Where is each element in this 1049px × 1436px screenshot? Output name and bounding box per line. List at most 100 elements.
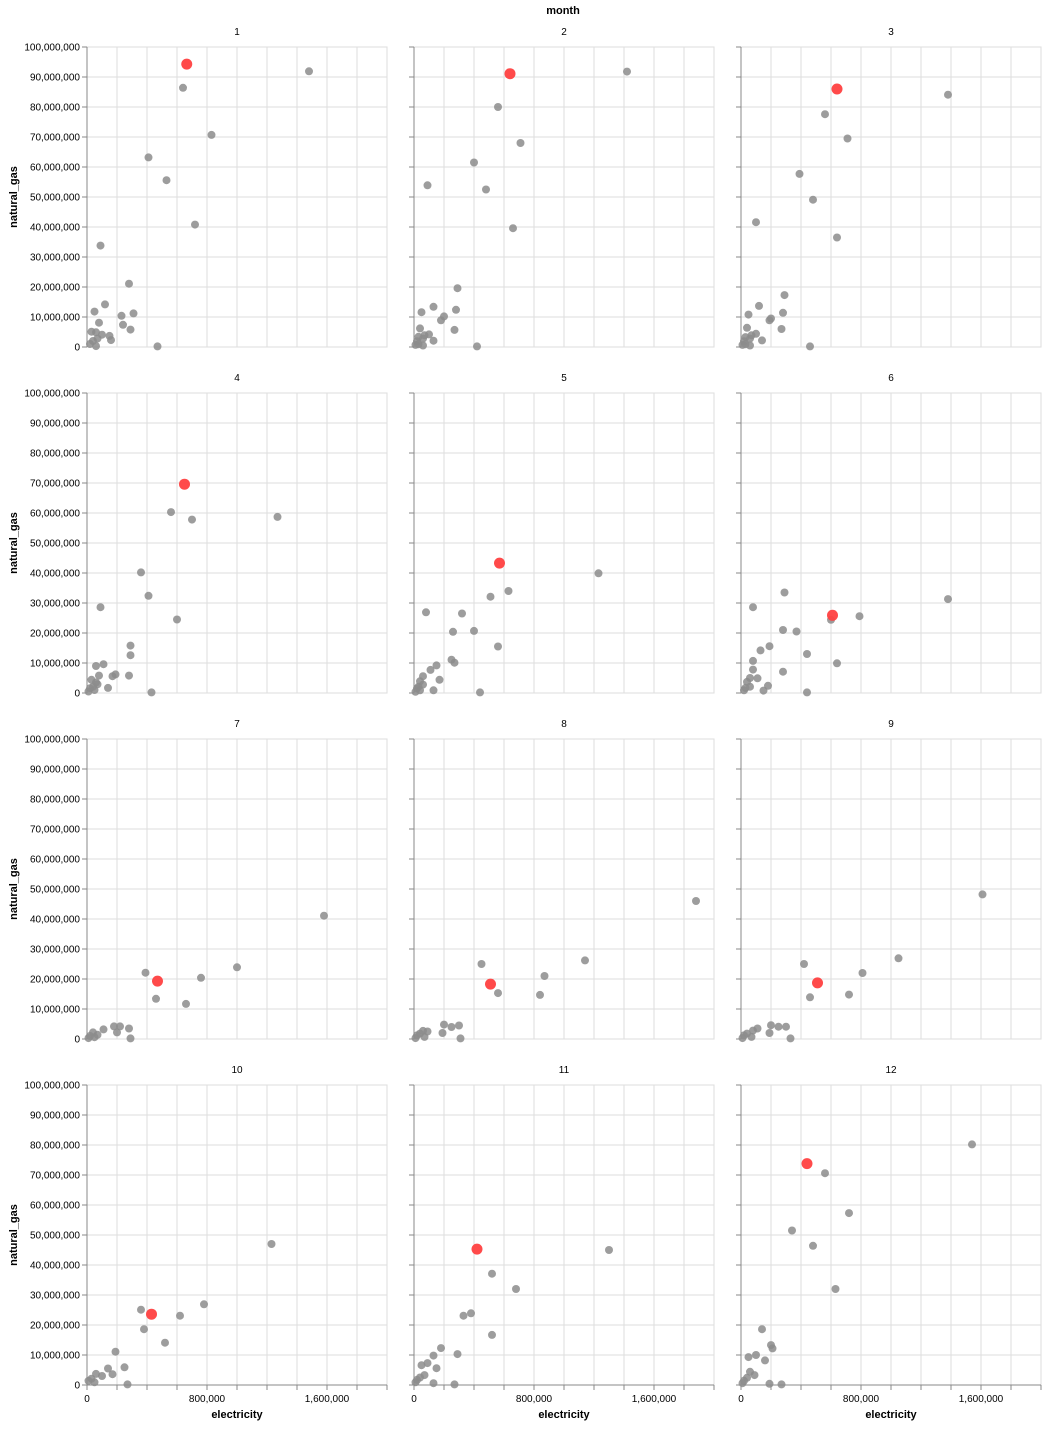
data-point bbox=[144, 591, 153, 600]
data-point bbox=[188, 515, 196, 524]
data-point bbox=[746, 334, 754, 343]
data-point bbox=[95, 671, 103, 680]
data-point bbox=[800, 960, 808, 968]
data-point bbox=[746, 341, 754, 350]
y-tick-label: 0 bbox=[74, 343, 80, 354]
facet-panels: 1010,000,00020,000,00030,000,00040,000,0… bbox=[8, 27, 1042, 1421]
points bbox=[86, 58, 313, 351]
data-point bbox=[749, 603, 757, 612]
data-point bbox=[438, 1029, 447, 1037]
data-point bbox=[84, 687, 93, 696]
facet-panel: 11 0 800,000 1,600,000 electricity bbox=[409, 1065, 715, 1421]
data-point bbox=[512, 1285, 520, 1293]
points bbox=[738, 1140, 976, 1389]
facet-panel: 12 0 800,000 1,600,000 electricity bbox=[736, 1065, 1042, 1421]
y-tick-label: 70,000,000 bbox=[30, 1171, 80, 1182]
grid bbox=[413, 1084, 715, 1386]
data-point bbox=[788, 1226, 796, 1235]
facet-panel: 6 bbox=[736, 373, 1042, 697]
data-point bbox=[92, 662, 100, 670]
data-point bbox=[423, 1359, 432, 1368]
data-point bbox=[494, 989, 502, 998]
data-point bbox=[417, 308, 426, 317]
y-tick-label: 40,000,000 bbox=[30, 1261, 80, 1272]
data-point bbox=[756, 646, 765, 655]
x-tick-label: 1,600,000 bbox=[959, 1394, 1004, 1405]
y-tick-label: 40,000,000 bbox=[30, 569, 80, 580]
data-point bbox=[858, 969, 867, 977]
grid bbox=[740, 46, 1042, 348]
data-point bbox=[101, 300, 109, 309]
data-point bbox=[944, 595, 952, 604]
data-point bbox=[119, 320, 127, 329]
data-point bbox=[108, 672, 117, 681]
data-point bbox=[420, 1032, 429, 1041]
y-tick-label: 80,000,000 bbox=[30, 449, 80, 460]
grid bbox=[413, 392, 715, 694]
data-point bbox=[111, 1347, 120, 1356]
data-point bbox=[162, 176, 171, 185]
y-tick-label: 70,000,000 bbox=[30, 825, 80, 836]
facet-panel-title: 12 bbox=[885, 1065, 897, 1076]
data-point bbox=[152, 994, 160, 1003]
data-point bbox=[494, 642, 502, 651]
highlighted-point bbox=[152, 975, 163, 987]
data-point bbox=[411, 1034, 420, 1043]
grid bbox=[86, 46, 388, 348]
data-point bbox=[411, 1378, 420, 1387]
data-point bbox=[759, 686, 768, 695]
y-tick-label: 0 bbox=[74, 1381, 80, 1392]
data-point bbox=[435, 675, 444, 684]
data-point bbox=[779, 626, 787, 634]
data-point bbox=[126, 651, 135, 660]
data-point bbox=[855, 612, 864, 621]
data-point bbox=[581, 956, 589, 965]
y-tick-label: 30,000,000 bbox=[30, 253, 80, 264]
data-point bbox=[473, 342, 481, 351]
facet-panel: 8 bbox=[409, 719, 715, 1043]
facet-panel-title: 2 bbox=[561, 27, 567, 38]
facet-panel-title: 5 bbox=[561, 373, 567, 384]
y-tick-label: 50,000,000 bbox=[30, 885, 80, 896]
y-tick-label: 60,000,000 bbox=[30, 1201, 80, 1212]
data-point bbox=[126, 1034, 135, 1043]
data-point bbox=[458, 609, 466, 618]
data-point bbox=[233, 963, 241, 972]
data-point bbox=[738, 1034, 747, 1043]
facet-panel-title: 9 bbox=[888, 719, 894, 730]
y-tick-label: 100,000,000 bbox=[24, 1081, 80, 1092]
data-point bbox=[453, 284, 462, 293]
data-point bbox=[125, 671, 133, 680]
data-point bbox=[176, 1311, 184, 1320]
data-point bbox=[137, 1305, 145, 1314]
data-point bbox=[761, 1356, 769, 1365]
data-point bbox=[167, 508, 175, 517]
data-point bbox=[429, 302, 438, 311]
grid bbox=[740, 392, 1042, 694]
x-tick-label: 1,600,000 bbox=[305, 1394, 350, 1405]
data-point bbox=[516, 139, 525, 147]
data-point bbox=[141, 968, 150, 977]
data-point bbox=[126, 641, 135, 650]
data-point bbox=[944, 90, 952, 99]
data-point bbox=[104, 1364, 112, 1373]
y-tick-label: 100,000,000 bbox=[24, 43, 80, 54]
y-axis-title: natural_gas bbox=[8, 512, 20, 574]
data-point bbox=[809, 195, 817, 204]
data-point bbox=[207, 130, 216, 139]
y-tick-label: 60,000,000 bbox=[30, 163, 80, 174]
data-point bbox=[125, 279, 133, 288]
data-point bbox=[821, 110, 829, 119]
data-point bbox=[752, 329, 760, 338]
data-point bbox=[978, 890, 987, 899]
x-axis-title: electricity bbox=[865, 1409, 917, 1421]
data-point bbox=[780, 291, 789, 300]
data-point bbox=[456, 1034, 465, 1043]
y-tick-label: 100,000,000 bbox=[24, 735, 80, 746]
data-point bbox=[767, 1021, 775, 1030]
data-point bbox=[806, 342, 814, 351]
y-tick-label: 50,000,000 bbox=[30, 1231, 80, 1242]
facet-panel-title: 4 bbox=[234, 373, 240, 384]
y-tick-label: 10,000,000 bbox=[30, 659, 80, 670]
